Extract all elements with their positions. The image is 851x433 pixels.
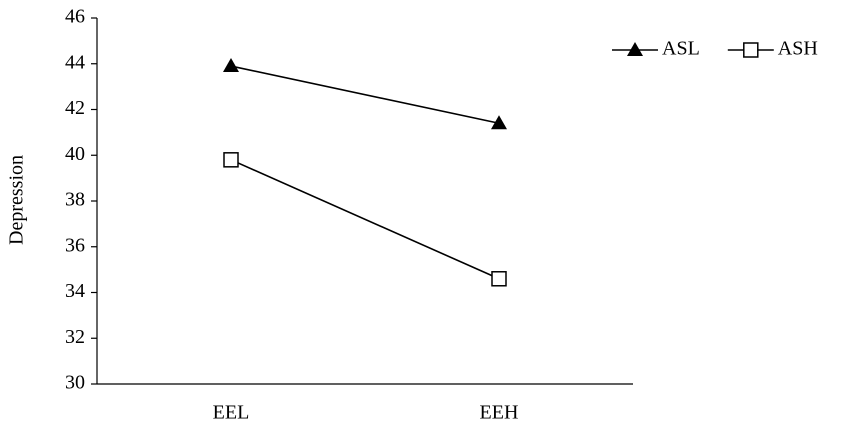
legend-label: ASH [778,38,818,60]
y-tick-label: 30 [65,372,85,394]
y-tick-label: 36 [65,234,85,256]
data-point [491,115,507,130]
y-axis-label: Depression [6,155,28,245]
data-point [223,152,239,168]
y-tick-label: 32 [65,326,85,348]
y-tick-label: 40 [65,143,85,165]
data-point [223,58,239,73]
data-point [491,271,507,287]
x-tick-label: EEL [213,402,250,424]
legend-label: ASL [662,38,700,60]
y-tick-label: 42 [65,97,85,119]
x-tick-label: EEH [480,402,519,424]
y-tick-label: 34 [65,280,85,302]
y-tick-label: 38 [65,189,85,211]
series-line [230,159,500,280]
series-line [230,65,500,125]
legend-marker [743,42,759,58]
y-tick-label: 44 [65,51,85,73]
y-tick-label: 46 [65,6,85,28]
legend-marker [627,42,643,56]
